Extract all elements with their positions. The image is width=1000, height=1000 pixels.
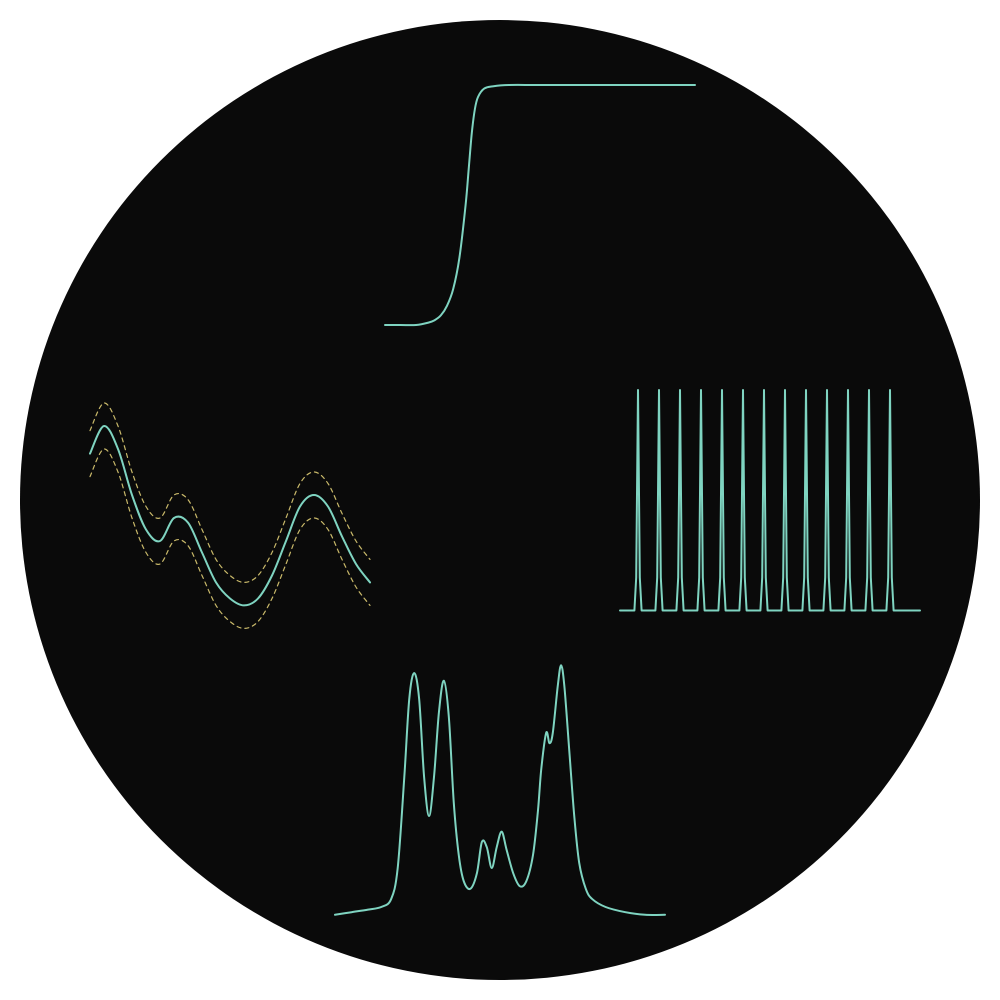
stage <box>0 0 1000 1000</box>
wavy-band-plot <box>90 380 370 610</box>
sigmoid-plot <box>385 85 695 325</box>
spike-train-curve <box>620 390 920 611</box>
band-center-curve <box>90 426 370 605</box>
spectrum-plot <box>335 660 665 920</box>
band-lower-curve <box>90 449 370 628</box>
spike-train-plot <box>620 390 920 615</box>
sigmoid-curve <box>385 85 695 325</box>
spectrum-curve <box>335 665 665 915</box>
